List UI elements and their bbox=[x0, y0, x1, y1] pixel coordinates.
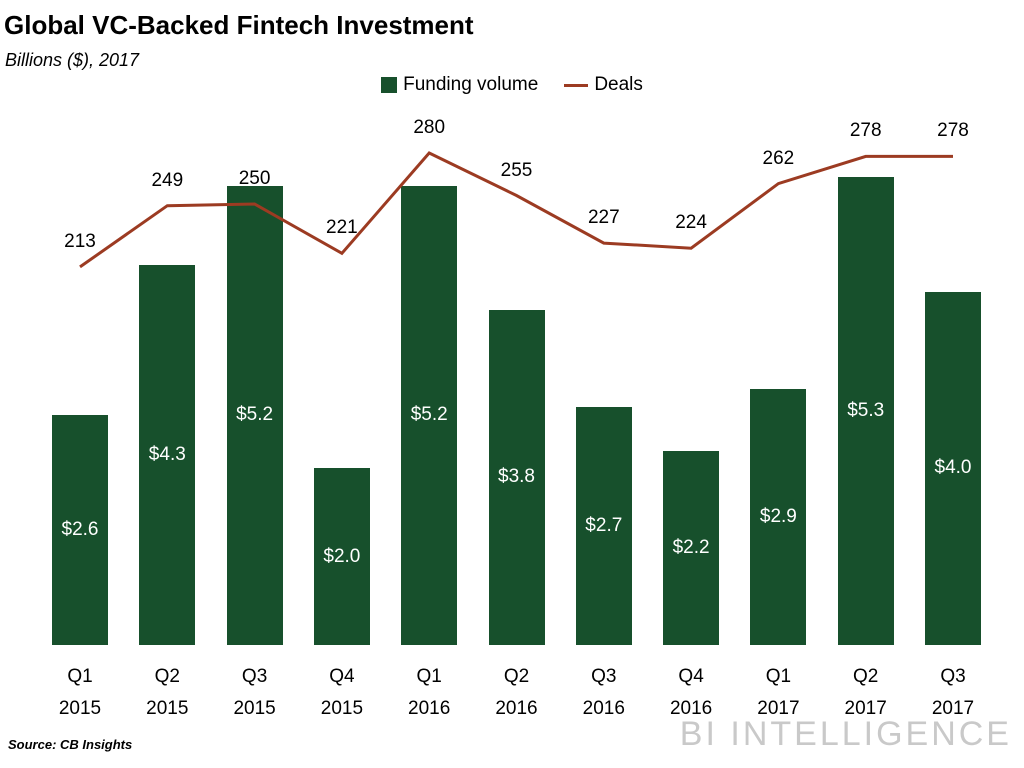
deal-value-label-q4-2015: 221 bbox=[326, 217, 358, 239]
bar-q3-2017 bbox=[925, 291, 981, 645]
x-axis-year-q1-2016: 2016 bbox=[408, 698, 451, 719]
bar-q4-2016 bbox=[663, 450, 720, 645]
x-axis-quarter-q2-2016: Q2 bbox=[503, 666, 530, 687]
x-axis-year-q3-2015: 2015 bbox=[233, 698, 276, 719]
deal-value-label-q3-2015: 250 bbox=[238, 168, 271, 189]
deal-value-label-q1-2017: 262 bbox=[762, 147, 795, 169]
x-axis-quarter-q4-2015: Q4 bbox=[329, 666, 355, 687]
x-axis-year-q2-2016: 2016 bbox=[495, 698, 538, 719]
bar-value-label-q2-2017: $5.3 bbox=[847, 400, 885, 421]
deal-value-label-q2-2016: 255 bbox=[500, 159, 533, 181]
chart-title: Global VC-Backed Fintech Investment bbox=[4, 10, 474, 40]
deals-line-icon bbox=[564, 83, 589, 87]
x-axis-quarter-q1-2017: Q1 bbox=[765, 666, 792, 687]
deal-value-label-q4-2016: 224 bbox=[675, 212, 707, 234]
bar-value-label-q2-2015: $4.3 bbox=[148, 444, 186, 466]
bar-value-label-q4-2016: $2.2 bbox=[672, 536, 710, 558]
x-axis-year-q3-2017: 2017 bbox=[931, 698, 975, 719]
bar-value-label-q1-2017: $2.9 bbox=[759, 506, 797, 527]
bar-q4-2015 bbox=[313, 468, 370, 645]
bar-value-label-q1-2016: $5.2 bbox=[410, 404, 448, 426]
bar-value-label-q2-2016: $3.8 bbox=[498, 466, 535, 488]
x-axis-quarter-q3-2016: Q3 bbox=[591, 666, 617, 687]
x-axis-year-q1-2015: 2015 bbox=[58, 698, 102, 719]
source-credit: Source: CB Insights bbox=[8, 737, 133, 752]
x-axis-year-q4-2015: 2015 bbox=[320, 698, 364, 719]
legend-deals-label: Deals bbox=[594, 74, 643, 95]
x-axis-quarter-q4-2016: Q4 bbox=[678, 666, 704, 687]
x-axis-quarter-q3-2017: Q3 bbox=[940, 666, 966, 687]
x-axis-year-q2-2015: 2015 bbox=[146, 698, 189, 719]
x-axis-year-q3-2016: 2016 bbox=[582, 698, 625, 719]
bar-value-label-q4-2015: $2.0 bbox=[323, 545, 361, 567]
x-axis-quarter-q2-2015: Q2 bbox=[154, 666, 180, 687]
bar-value-label-q3-2016: $2.7 bbox=[585, 514, 623, 536]
x-axis-quarter-q3-2015: Q3 bbox=[241, 666, 268, 687]
deal-value-label-q2-2017: 278 bbox=[849, 120, 882, 142]
legend-item-funding: Funding volume bbox=[381, 74, 538, 96]
bar-q2-2015 bbox=[139, 265, 196, 645]
bar-q1-2017 bbox=[750, 388, 807, 645]
bar-value-label-q3-2015: $5.2 bbox=[236, 404, 274, 426]
x-axis-year-q2-2017: 2017 bbox=[844, 698, 887, 719]
bar-q3-2016 bbox=[575, 406, 632, 645]
deal-value-label-q2-2015: 249 bbox=[151, 169, 184, 191]
bar-q2-2016 bbox=[488, 309, 545, 645]
deal-value-label-q1-2016: 280 bbox=[413, 117, 446, 138]
bar-value-label-q3-2017: $4.0 bbox=[934, 457, 972, 479]
x-axis-quarter-q1-2015: Q1 bbox=[67, 666, 93, 687]
x-axis-year-q4-2016: 2016 bbox=[669, 698, 713, 719]
x-axis-quarter-q2-2017: Q2 bbox=[853, 666, 879, 687]
deal-value-label-q1-2015: 213 bbox=[64, 230, 96, 252]
bar-q1-2015 bbox=[52, 415, 108, 645]
bar-value-label-q1-2015: $2.6 bbox=[61, 519, 99, 541]
funding-swatch-icon bbox=[381, 77, 398, 93]
watermark-logo: BI INTELLIGENCE bbox=[679, 715, 1012, 753]
legend-item-deals: Deals bbox=[564, 74, 643, 96]
legend-funding-label: Funding volume bbox=[403, 74, 539, 95]
deal-value-label-q3-2017: 278 bbox=[937, 120, 969, 142]
legend: Funding volume Deals bbox=[0, 74, 1024, 96]
chart-subtitle: Billions ($), 2017 bbox=[5, 50, 140, 70]
x-axis-quarter-q1-2016: Q1 bbox=[416, 666, 442, 687]
deal-value-label-q3-2016: 227 bbox=[587, 207, 620, 229]
x-axis-year-q1-2017: 2017 bbox=[757, 698, 800, 719]
